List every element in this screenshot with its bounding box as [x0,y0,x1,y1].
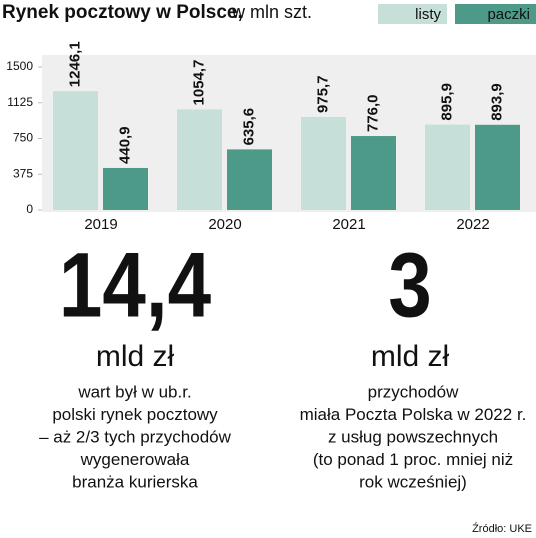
bar [425,124,470,210]
source: Źródło: UKE [472,522,532,535]
y-tick-label: 0 [26,202,33,216]
stat-text: polski rynek pocztowy [52,405,218,424]
y-tick-label: 1500 [6,59,33,73]
stat-value: 14,4 [59,234,212,336]
stat-text: miała Poczta Polska w 2022 r. [300,405,527,424]
bar [177,109,222,210]
stat-text: branża kurierska [72,472,198,491]
stat-value: 3 [388,234,431,336]
stat-text: wart był w ub.r. [77,382,191,401]
bar [103,167,148,210]
bar [475,124,520,210]
stat-text: (to ponad 1 proc. mniej niż [313,450,513,469]
y-tick-label: 750 [13,131,33,145]
stat-text: przychodów [368,382,459,401]
value-label: 895,9 [438,83,455,121]
x-tick-label: 2020 [208,216,241,233]
value-label: 635,6 [240,108,257,146]
bar [227,149,272,210]
value-label: 440,9 [116,126,133,164]
y-tick-label: 1125 [7,95,33,109]
bar [53,91,98,210]
x-tick-label: 2021 [332,216,365,233]
bar [351,136,396,210]
value-label: 776,0 [364,94,381,132]
chart-subtitle: w mln szt. [231,2,312,22]
bar [301,116,346,210]
y-tick-label: 375 [13,166,33,180]
legend-swatch [455,4,536,24]
chart-title: Rynek pocztowy w Polsce, [2,2,243,23]
stat-text: z usług powszechnych [328,427,498,446]
legend-swatch [378,4,447,24]
stat-text: – aż 2/3 tych przychodów [39,427,232,446]
value-label: 893,9 [488,83,505,121]
legend-label: paczki [487,6,530,23]
value-label: 975,7 [314,75,331,113]
legend-label: listy [415,6,441,23]
stat-unit: mld zł [371,340,450,373]
x-tick-label: 2019 [84,216,117,233]
value-label: 1246,1 [66,41,83,87]
value-label: 1054,7 [190,60,207,106]
stat-text: wygenerowała [80,450,190,469]
stat-text: rok wcześniej) [359,472,467,491]
x-tick-label: 2022 [456,216,489,233]
stat-unit: mld zł [96,340,175,373]
